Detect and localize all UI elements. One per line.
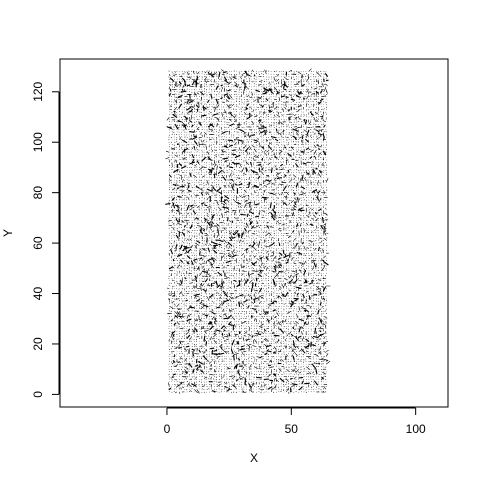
x-axis-label: X (250, 451, 258, 465)
y-tick-label: 40 (31, 287, 45, 301)
vector-arrows-strong (165, 70, 329, 393)
x-tick-label: 100 (406, 422, 426, 436)
y-axis: 0 20 40 60 80 100 120 (31, 81, 60, 398)
y-tick-label: 100 (31, 132, 45, 152)
y-tick-label: 120 (31, 81, 45, 101)
y-tick-label: 0 (31, 391, 45, 398)
plot-frame (59, 58, 449, 408)
y-tick-label: 20 (31, 337, 45, 351)
x-axis: 0 50 100 (164, 407, 426, 436)
y-tick-label: 80 (31, 186, 45, 200)
x-tick-label: 50 (285, 422, 299, 436)
x-tick-label: 0 (164, 422, 171, 436)
y-axis-label: Y (1, 229, 15, 237)
vector-field (165, 68, 331, 394)
y-tick-label: 60 (31, 236, 45, 250)
